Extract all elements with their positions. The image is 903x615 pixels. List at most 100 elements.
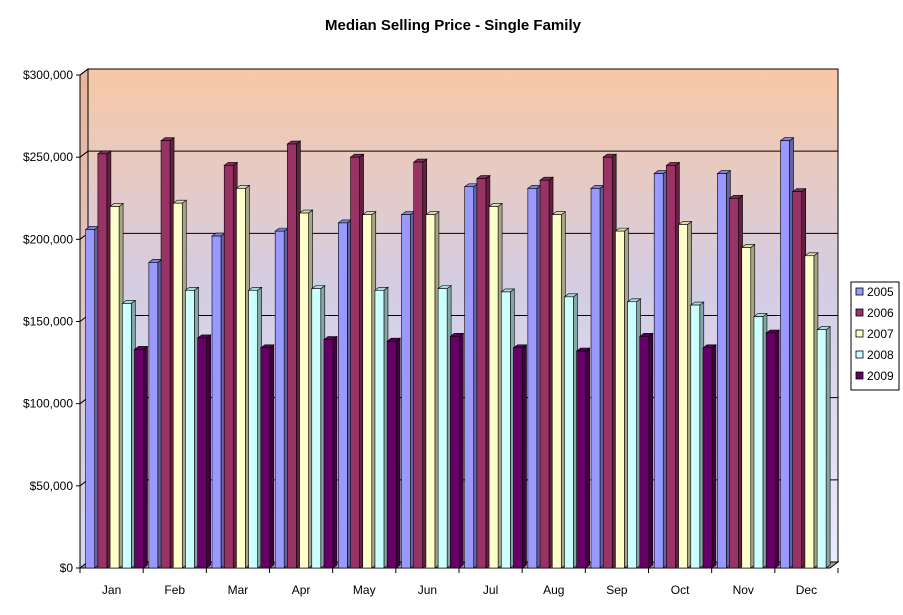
bar-front [615,230,625,569]
bar-2007-Jan [109,202,124,569]
bar-front [500,291,511,569]
bar-2009-Jan [133,345,149,569]
bar-2006-Jun [412,158,428,569]
bar-front [197,337,207,569]
bar-2008-May [374,286,389,569]
bar-front [134,349,144,569]
bar-front [211,235,222,569]
bar-front [323,339,334,569]
bar-front [425,214,436,569]
bar-2006-Jul [475,174,491,569]
bar-front [437,288,448,569]
legend-item-2007: 2007 [855,327,894,341]
legend-item-2009: 2009 [855,369,894,383]
chart-title: Median Selling Price - Single Family [325,17,582,34]
gridline [79,68,838,76]
bar-2009-Feb [196,334,212,569]
bars [84,137,832,569]
bar-2005-Nov [716,170,732,569]
y-tick-label: $50,000 [30,479,74,493]
bar-2005-Aug [526,184,542,569]
bar-2005-Jan [84,225,100,569]
bar-front [121,303,132,569]
bar-front [311,288,322,569]
x-tick-label: Feb [164,583,185,597]
x-tick-label: Sep [606,583,628,597]
bar-side [648,332,654,569]
bar-side [825,326,831,569]
y-tick-label: $150,000 [23,315,73,329]
bar-2006-Jan [96,150,112,569]
bar-front [223,165,234,569]
bar-2009-Nov [765,329,781,569]
bar-front [729,197,739,569]
bar-side [332,335,338,569]
bar-side [774,329,780,569]
bar-front [287,143,297,569]
legend-swatch [855,287,864,296]
legend-swatch [855,350,864,359]
bar-2008-Feb [184,286,200,569]
bar-front [551,214,562,569]
bar-front [804,255,815,569]
legend-label: 2005 [867,285,894,299]
bar-2006-Oct [665,161,681,569]
bar-2005-Dec [779,137,795,569]
bar-2008-Jul [500,288,516,569]
bar-front [274,230,285,569]
bar-front [488,206,499,569]
bar-2006-Sep [602,153,618,569]
bar-side [522,344,527,569]
bar-front [653,173,664,569]
bar-2007-Dec [804,252,819,569]
bar-side [143,345,148,569]
bar-front [627,301,637,569]
y-tick-label: $250,000 [23,150,73,164]
bar-side [269,344,275,569]
bar-front [539,179,550,569]
x-axis: Jan Feb Mar Apr May Jun Jul Aug Sep Oct Nov Dec [79,568,839,597]
bar-front [816,329,827,569]
bar-2008-Apr [310,285,326,569]
bar-front [350,156,360,569]
bar-2006-Feb [160,137,175,569]
bar-2007-Nov [740,243,756,569]
bar-2007-Jul [488,202,503,569]
x-tick-label: Apr [292,583,311,597]
bar-front [374,289,385,569]
bar-2009-Apr [323,335,338,569]
x-tick-label: Jan [102,583,121,597]
bar-front [248,289,258,569]
bar-front [678,224,688,569]
legend-item-2006: 2006 [855,306,894,320]
bar-front [299,212,309,569]
bar-2007-Feb [172,199,188,569]
bar-front [236,188,246,569]
bar-2005-Mar [211,232,226,569]
x-tick-label: May [353,583,376,597]
bar-2006-Nov [728,194,744,569]
bar-front [386,340,397,569]
gridline [79,150,838,158]
legend-label: 2006 [867,306,894,320]
y-tick-label: $200,000 [23,232,73,246]
bar-front [527,188,538,569]
bar-front [476,178,487,569]
bar-front [576,350,586,569]
bar-2007-Sep [614,227,630,569]
bar-front [564,296,574,569]
bar-front [753,316,764,569]
bar-2008-Aug [563,293,579,569]
bar-front [413,161,424,569]
bar-front [702,347,713,569]
bar-2009-Oct [702,344,717,569]
bar-2008-Sep [626,298,642,569]
bar-2009-Sep [638,332,654,569]
bar-front [690,304,701,569]
legend-swatch [855,308,864,317]
y-tick-label: $0 [60,561,74,575]
legend-item-2005: 2005 [855,285,894,299]
legend: 2005 2006 2007 2008 2009 [850,281,900,391]
legend-label: 2008 [867,348,894,362]
